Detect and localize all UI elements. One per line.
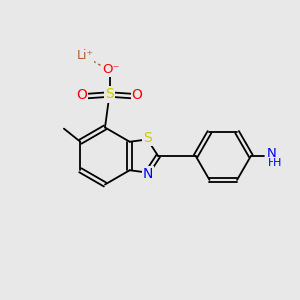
- Text: H: H: [268, 158, 276, 168]
- Text: N: N: [143, 167, 153, 181]
- Text: N: N: [267, 147, 277, 160]
- Text: O⁻: O⁻: [102, 63, 119, 76]
- Text: O: O: [76, 88, 87, 102]
- Text: O: O: [132, 88, 142, 102]
- Text: H: H: [273, 158, 281, 168]
- Text: S: S: [105, 88, 114, 101]
- Text: S: S: [143, 131, 152, 145]
- Text: Li⁺: Li⁺: [76, 49, 94, 62]
